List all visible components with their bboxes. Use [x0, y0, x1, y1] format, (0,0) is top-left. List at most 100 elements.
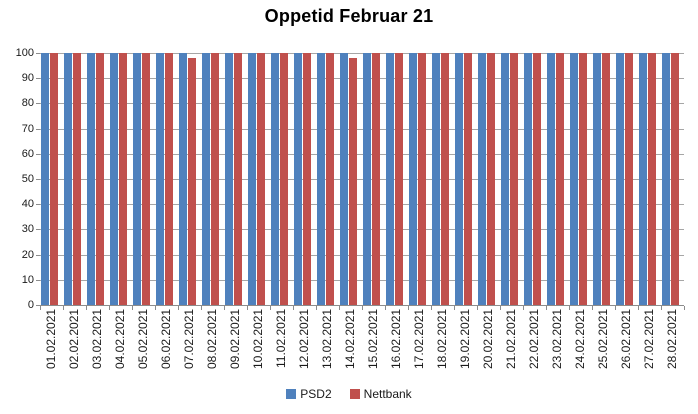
- y-tick-mark: [36, 305, 40, 306]
- x-tick-label-02.02.2021: 02.02.2021: [67, 309, 81, 370]
- x-tick-label-17.02.2021: 17.02.2021: [412, 309, 426, 370]
- x-tick-label-16.02.2021: 16.02.2021: [389, 309, 403, 370]
- y-tick-label-90: 90: [21, 72, 34, 85]
- y-tick-mark: [36, 204, 40, 206]
- x-tick-mark: [224, 306, 225, 310]
- bar-psd2-17.02.2021: [409, 53, 417, 305]
- legend: PSD2 Nettbank: [0, 387, 698, 401]
- bar-nettbank-03.02.2021: [96, 53, 104, 305]
- x-tick-label-18.02.2021: 18.02.2021: [435, 309, 449, 370]
- chart-title: Oppetid Februar 21: [264, 6, 434, 26]
- y-tick-mark: [36, 179, 40, 180]
- gridline-20: [40, 254, 684, 256]
- legend-label: Nettbank: [363, 387, 412, 401]
- x-tick-label-14.02.2021: 14.02.2021: [343, 309, 357, 370]
- y-tick-label-40: 40: [21, 198, 34, 211]
- bar-psd2-02.02.2021: [64, 53, 72, 305]
- x-tick-label-23.02.2021: 23.02.2021: [550, 309, 564, 370]
- bar-psd2-26.02.2021: [616, 53, 624, 305]
- bar-psd2-06.02.2021: [156, 53, 164, 305]
- bar-nettbank-05.02.2021: [142, 53, 150, 305]
- bar-nettbank-01.02.2021: [50, 53, 58, 305]
- x-tick-label-21.02.2021: 21.02.2021: [504, 309, 518, 370]
- x-tick-mark: [270, 306, 271, 310]
- x-tick-mark: [362, 306, 363, 310]
- x-tick-mark: [477, 306, 478, 310]
- gridline-90: [40, 78, 684, 80]
- bar-nettbank-07.02.2021: [188, 58, 196, 305]
- bar-nettbank-09.02.2021: [234, 53, 242, 305]
- bar-nettbank-26.02.2021: [625, 53, 633, 305]
- y-tick-mark: [36, 103, 40, 105]
- x-tick-mark: [132, 306, 133, 310]
- bar-psd2-03.02.2021: [87, 53, 95, 305]
- bar-psd2-01.02.2021: [41, 53, 49, 305]
- gridline-30: [40, 229, 684, 231]
- x-tick-mark: [155, 306, 156, 310]
- bar-psd2-12.02.2021: [294, 53, 302, 305]
- y-tick-mark: [36, 78, 40, 80]
- x-tick-mark: [247, 306, 248, 310]
- gridline-100: [40, 53, 684, 54]
- y-tick-mark: [36, 128, 40, 130]
- y-tick-label-30: 30: [21, 223, 34, 236]
- x-tick-label-09.02.2021: 09.02.2021: [228, 309, 242, 370]
- bar-nettbank-24.02.2021: [579, 53, 587, 305]
- bar-psd2-22.02.2021: [524, 53, 532, 305]
- y-tick-label-0: 0: [27, 299, 34, 311]
- bar-nettbank-11.02.2021: [280, 53, 288, 305]
- x-tick-label-20.02.2021: 20.02.2021: [481, 309, 495, 370]
- x-tick-mark: [454, 306, 455, 310]
- x-tick-label-08.02.2021: 08.02.2021: [205, 309, 219, 370]
- bar-psd2-21.02.2021: [501, 53, 509, 305]
- gridline-50: [40, 179, 684, 180]
- legend-item-psd2: PSD2: [286, 387, 332, 401]
- bar-nettbank-18.02.2021: [441, 53, 449, 305]
- bar-psd2-08.02.2021: [202, 53, 210, 305]
- bar-nettbank-27.02.2021: [648, 53, 656, 305]
- gridline-10: [40, 279, 684, 281]
- x-tick-label-10.02.2021: 10.02.2021: [251, 309, 265, 370]
- bar-psd2-20.02.2021: [478, 53, 486, 305]
- gridline-70: [40, 128, 684, 130]
- y-tick-label-60: 60: [21, 147, 34, 160]
- bar-nettbank-22.02.2021: [533, 53, 541, 305]
- bar-psd2-25.02.2021: [593, 53, 601, 305]
- x-tick-label-26.02.2021: 26.02.2021: [619, 309, 633, 370]
- x-tick-mark: [178, 306, 179, 310]
- bar-psd2-15.02.2021: [363, 53, 371, 305]
- y-tick-label-80: 80: [21, 97, 34, 110]
- bar-psd2-24.02.2021: [570, 53, 578, 305]
- y-tick-label-70: 70: [21, 122, 34, 135]
- x-tick-mark: [661, 306, 662, 310]
- y-tick-label-100: 100: [15, 47, 34, 59]
- bar-psd2-16.02.2021: [386, 53, 394, 305]
- bar-nettbank-23.02.2021: [556, 53, 564, 305]
- x-tick-label-19.02.2021: 19.02.2021: [458, 309, 472, 370]
- bar-psd2-18.02.2021: [432, 53, 440, 305]
- x-tick-mark: [63, 306, 64, 310]
- x-tick-mark: [408, 306, 409, 310]
- bar-nettbank-06.02.2021: [165, 53, 173, 305]
- bar-psd2-19.02.2021: [455, 53, 463, 305]
- x-tick-label-07.02.2021: 07.02.2021: [182, 309, 196, 370]
- legend-label: PSD2: [300, 387, 332, 401]
- y-tick-label-50: 50: [21, 173, 34, 185]
- bar-nettbank-02.02.2021: [73, 53, 81, 305]
- x-tick-label-11.02.2021: 11.02.2021: [274, 309, 288, 369]
- bar-psd2-04.02.2021: [110, 53, 118, 305]
- gridline-60: [40, 153, 684, 155]
- x-tick-mark: [86, 306, 87, 310]
- bar-nettbank-20.02.2021: [487, 53, 495, 305]
- x-tick-mark: [523, 306, 524, 310]
- bar-psd2-07.02.2021: [179, 53, 187, 305]
- x-tick-label-22.02.2021: 22.02.2021: [527, 309, 541, 370]
- y-tick-mark: [36, 254, 40, 256]
- y-tick-mark: [36, 153, 40, 155]
- x-tick-label-12.02.2021: 12.02.2021: [297, 309, 311, 370]
- bar-nettbank-15.02.2021: [372, 53, 380, 305]
- legend-swatch-icon: [286, 389, 297, 399]
- x-tick-label-24.02.2021: 24.02.2021: [573, 309, 587, 370]
- x-tick-mark: [339, 306, 340, 310]
- bar-psd2-27.02.2021: [639, 53, 647, 305]
